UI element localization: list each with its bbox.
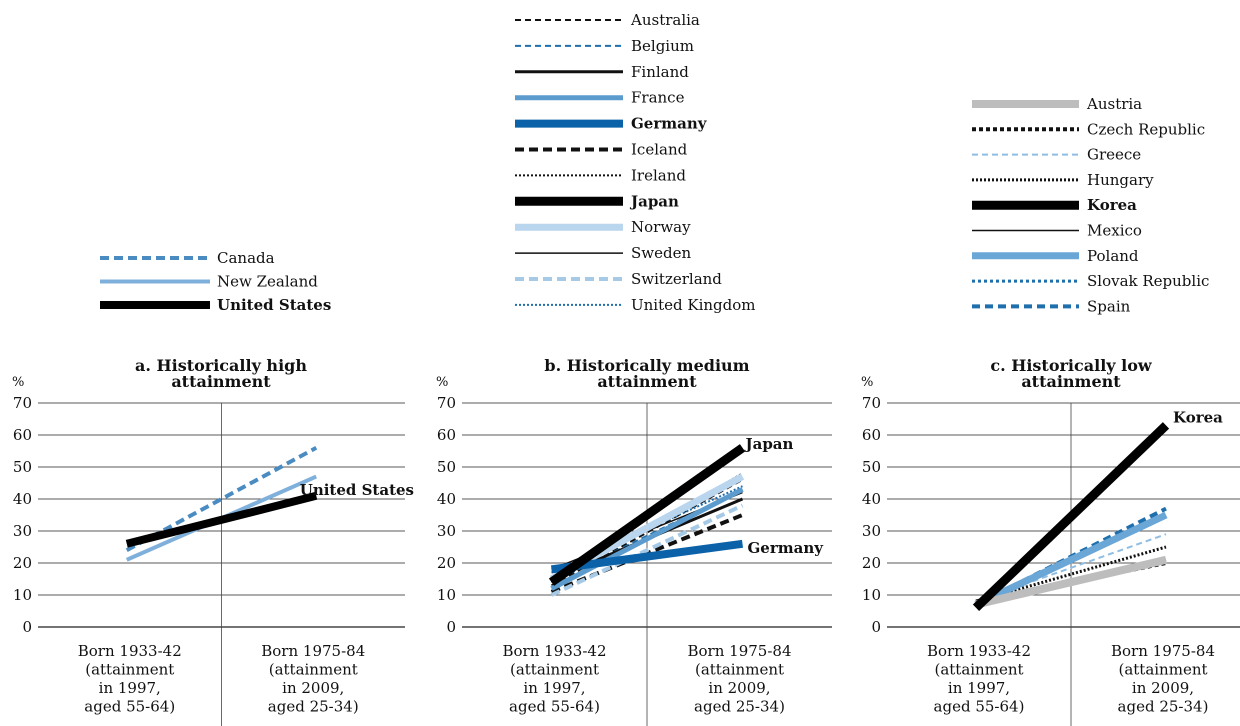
series-line-japan (548, 444, 746, 586)
y-tick-label: 30 (862, 522, 881, 540)
x-category-label: (attainment (269, 661, 358, 679)
y-tick-label: 60 (862, 426, 881, 444)
y-tick-label: 30 (13, 522, 32, 540)
end-label: United States (300, 481, 414, 499)
x-category-label: aged 25-34) (1118, 698, 1209, 716)
panel-title-line: b. Historically medium (544, 356, 749, 375)
legend-label: Sweden (631, 244, 691, 262)
y-tick-label: 40 (13, 490, 32, 508)
y-tick-label: 0 (22, 618, 32, 636)
panel-title-line: attainment (171, 372, 271, 391)
x-category-label: Born 1975-84 (261, 642, 365, 660)
end-label: Korea (1173, 408, 1223, 426)
x-category-label: aged 25-34) (694, 698, 785, 716)
x-category-label: aged 55-64) (84, 698, 175, 716)
y-tick-label: 40 (862, 490, 881, 508)
x-category-label: Born 1933-42 (503, 642, 607, 660)
y-unit-label: % (436, 375, 448, 390)
x-category-label: in 1997, (99, 679, 161, 697)
series-line-korea (972, 422, 1170, 612)
y-tick-label: 20 (862, 554, 881, 572)
y-tick-label: 70 (862, 394, 881, 412)
series-line-switzerland (550, 503, 744, 597)
series-line-united-states (125, 491, 318, 548)
panel-title-line: attainment (597, 372, 697, 391)
legend-label: Korea (1087, 196, 1137, 214)
legend-label: New Zealand (217, 273, 318, 291)
legend-label: Canada (217, 249, 275, 267)
y-tick-label: 60 (437, 426, 456, 444)
end-label: Japan (744, 435, 794, 453)
legend-label: United Kingdom (631, 296, 756, 314)
series-line-poland (974, 511, 1168, 608)
panel-title-line: a. Historically high (135, 356, 307, 375)
legend-label: Switzerland (631, 270, 722, 288)
legend-label: Finland (631, 63, 689, 81)
legend-label: Belgium (631, 37, 694, 55)
legend-label: Mexico (1087, 222, 1142, 240)
legend-label: Japan (629, 192, 679, 210)
y-tick-label: 0 (446, 618, 456, 636)
y-tick-label: 50 (862, 458, 881, 476)
y-tick-label: 40 (437, 490, 456, 508)
x-category-label: Born 1933-42 (927, 642, 1031, 660)
legend-label: France (631, 89, 685, 107)
x-category-label: (attainment (85, 661, 174, 679)
legend-label: Slovak Republic (1087, 272, 1209, 290)
x-category-label: in 1997, (948, 679, 1010, 697)
y-tick-label: 20 (13, 554, 32, 572)
y-tick-label: 70 (13, 394, 32, 412)
series-line-austria (975, 555, 1167, 609)
legend-label: Ireland (631, 166, 686, 184)
y-tick-label: 0 (871, 618, 881, 636)
legend-label: Spain (1087, 297, 1131, 315)
y-tick-label: 10 (862, 586, 881, 604)
x-category-label: in 1997, (523, 679, 585, 697)
y-tick-label: 30 (437, 522, 456, 540)
y-tick-label: 70 (437, 394, 456, 412)
x-category-label: in 2009, (282, 679, 344, 697)
legend-label: Greece (1087, 146, 1141, 164)
y-unit-label: % (861, 375, 873, 390)
x-category-label: Born 1975-84 (688, 642, 792, 660)
x-category-label: (attainment (1118, 661, 1207, 679)
series-line-france (550, 487, 744, 591)
legend-label: Austria (1086, 95, 1142, 113)
x-category-label: aged 25-34) (268, 698, 359, 716)
y-tick-label: 60 (13, 426, 32, 444)
y-tick-label: 50 (13, 458, 32, 476)
y-tick-label: 20 (437, 554, 456, 572)
legend-label: Czech Republic (1087, 120, 1205, 138)
end-label: Germany (748, 539, 825, 557)
y-tick-label: 10 (437, 586, 456, 604)
legend-label: United States (217, 296, 331, 314)
legend-label: Poland (1087, 247, 1139, 265)
x-category-label: (attainment (934, 661, 1023, 679)
legend-label: Iceland (631, 141, 688, 159)
y-unit-label: % (12, 375, 24, 390)
x-category-label: in 2009, (1132, 679, 1194, 697)
panel-title-line: c. Historically low (990, 356, 1153, 375)
x-category-label: aged 55-64) (934, 698, 1025, 716)
y-tick-label: 10 (13, 586, 32, 604)
legend-label: Australia (630, 11, 700, 29)
x-category-label: (attainment (695, 661, 784, 679)
panel-title-line: attainment (1021, 372, 1121, 391)
x-category-label: aged 55-64) (509, 698, 600, 716)
x-category-label: Born 1933-42 (78, 642, 182, 660)
x-category-label: Born 1975-84 (1111, 642, 1215, 660)
x-category-label: (attainment (510, 661, 599, 679)
legend-label: Norway (631, 218, 691, 236)
legend-label: Germany (631, 115, 708, 133)
x-category-label: in 2009, (708, 679, 770, 697)
y-tick-label: 50 (437, 458, 456, 476)
legend-label: Hungary (1087, 171, 1154, 189)
